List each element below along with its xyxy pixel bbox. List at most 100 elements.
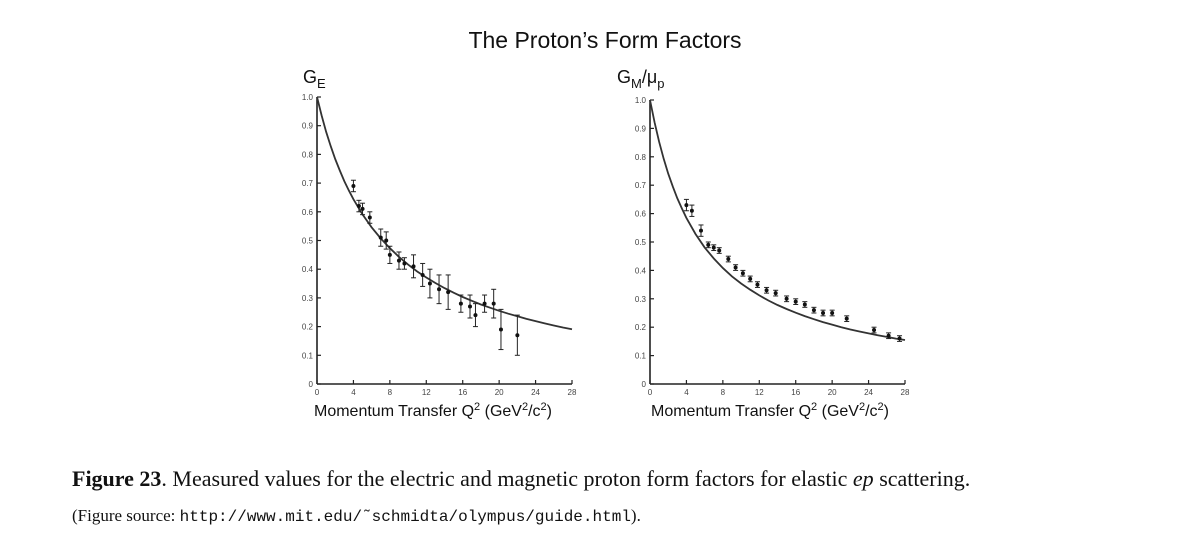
fit-curve (649, 99, 906, 341)
data-point (793, 299, 798, 304)
chart-ge-axes: 0 0.1 0.2 0.3 0.4 0.5 0.6 0.7 0.8 0.9 1.0 0 4 8 12 16 20… (302, 93, 577, 397)
y-tick-label: 0.5 (635, 238, 647, 247)
data-point (384, 238, 389, 243)
data-point (830, 311, 835, 315)
data-point (491, 301, 496, 306)
chart-gm-points (683, 198, 903, 342)
data-point (726, 257, 731, 262)
x-tick-label: 24 (864, 388, 873, 397)
xlabel-sup: 2 (811, 401, 817, 413)
data-point (733, 265, 738, 270)
data-point (402, 261, 407, 266)
y-tick-label: 0.7 (635, 181, 647, 190)
figure-title: The Proton’s Form Factors (468, 27, 741, 53)
x-tick-label: 0 (648, 388, 653, 397)
y-tick-label: 0.4 (635, 266, 647, 275)
source-pre: (Figure source: (72, 506, 180, 525)
data-point (351, 183, 356, 188)
chart-gm-curve (649, 99, 906, 341)
data-point (748, 276, 753, 281)
xlabel-unit-c: ) (547, 403, 552, 420)
xlabel-unit-a: (GeV (480, 403, 522, 420)
data-point (437, 287, 442, 292)
x-tick-label: 16 (791, 388, 800, 397)
chart-gm-ylabel: GM/μp (617, 67, 664, 91)
y-tick-label: 0.4 (302, 265, 314, 274)
xlabel-unit-sup1: 2 (859, 401, 865, 413)
xlabel-unit-c: ) (884, 403, 889, 420)
y-tick-label: 0.6 (635, 210, 647, 219)
data-point (482, 301, 487, 306)
xlabel-unit-sup1: 2 (522, 401, 528, 413)
data-point (773, 291, 778, 296)
xlabel-text: Momentum Transfer Q (651, 403, 811, 420)
ylabel-main: G (617, 67, 631, 87)
ylabel-mid: /μ (642, 67, 657, 87)
caption-post: scattering. (873, 466, 971, 491)
source-post: ). (630, 506, 641, 525)
data-point (411, 264, 416, 269)
y-tick-label: 0.7 (302, 179, 314, 188)
y-tick-label: 0.9 (302, 122, 314, 131)
data-point (420, 272, 425, 277)
x-tick-label: 4 (684, 388, 689, 397)
caption-pre: . Measured values for the electric and m… (161, 466, 853, 491)
y-tick-label: 0.2 (635, 323, 647, 332)
y-tick-label: 0 (309, 380, 314, 389)
chart-ge-xlabel: Momentum Transfer Q2 (GeV2/c2) (314, 401, 552, 420)
y-tick-label: 1.0 (635, 96, 647, 105)
data-point (872, 328, 877, 333)
chart-ge: GE 0 0.1 0.2 0.3 0.4 0.5 0.6 0.7 0.8 0.9 1.0 0 4 8 12 1… (302, 67, 577, 420)
chart-ge-curve (316, 96, 573, 331)
ylabel-sub2: p (657, 76, 664, 91)
data-point (717, 248, 722, 253)
y-tick-label: 0.3 (302, 294, 314, 303)
data-point (699, 228, 703, 233)
x-tick-label: 20 (495, 388, 504, 397)
data-point (764, 288, 769, 293)
x-tick-label: 4 (351, 388, 356, 397)
data-point (356, 204, 361, 209)
chart-ge-ylabel: GE (303, 67, 326, 91)
y-tick-label: 0.6 (302, 208, 314, 217)
xlabel-unit-sup2: 2 (541, 401, 547, 413)
y-tick-label: 0 (642, 380, 647, 389)
data-point (886, 333, 891, 338)
data-point (784, 296, 789, 301)
data-point (360, 206, 365, 211)
x-tick-label: 16 (458, 388, 467, 397)
data-point (711, 245, 716, 250)
y-tick-label: 0.8 (635, 153, 647, 162)
figure-caption: Figure 23. Measured values for the elect… (72, 466, 1172, 492)
data-point (458, 301, 463, 306)
data-point (821, 311, 826, 315)
y-tick-label: 1.0 (302, 93, 314, 102)
ylabel-sub: E (317, 76, 326, 91)
chart-gm-axes: 0 0.1 0.2 0.3 0.4 0.5 0.6 0.7 0.8 0.9 1.0 0 4 8 12 16 20… (635, 96, 910, 397)
x-tick-label: 12 (422, 388, 431, 397)
data-point (378, 235, 383, 240)
data-point (811, 308, 816, 313)
source-url[interactable]: http://www.mit.edu/˜schmidta/olympus/gui… (179, 508, 631, 526)
xlabel-unit-sup2: 2 (878, 401, 884, 413)
data-point (684, 203, 689, 208)
xlabel-unit-b: /c (865, 403, 877, 420)
xlabel-text: Momentum Transfer Q (314, 403, 474, 420)
data-point (897, 336, 902, 341)
data-point (387, 252, 392, 257)
data-point (446, 290, 451, 295)
figure-source: (Figure source: http://www.mit.edu/˜schm… (72, 506, 641, 526)
data-point (515, 333, 520, 338)
data-point (689, 208, 694, 213)
data-point (367, 215, 372, 220)
data-point (706, 242, 711, 247)
data-point (802, 302, 807, 307)
chart-gm: GM/μp 0 0.1 0.2 0.3 0.4 0.5 0.6 0.7 0.8 0.9 1.0 0 4 8… (617, 67, 910, 420)
y-tick-label: 0.5 (302, 237, 314, 246)
data-point (844, 316, 849, 321)
y-tick-label: 0.1 (302, 351, 314, 360)
x-tick-label: 8 (721, 388, 726, 397)
data-point (396, 258, 401, 263)
y-tick-label: 0.9 (635, 124, 647, 133)
